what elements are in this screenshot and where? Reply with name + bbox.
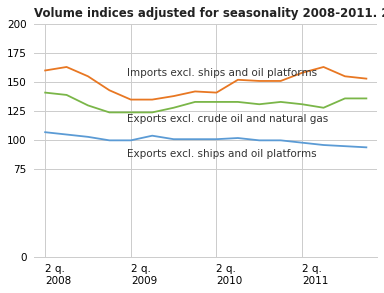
Text: Exports excl. ships and oil platforms: Exports excl. ships and oil platforms [127, 149, 316, 159]
Text: Imports excl. ships and oil platforms: Imports excl. ships and oil platforms [127, 68, 317, 78]
Text: Volume indices adjusted for seasonality 2008-2011. 2000=100: Volume indices adjusted for seasonality … [35, 7, 384, 20]
Text: Exports excl. crude oil and natural gas: Exports excl. crude oil and natural gas [127, 114, 328, 125]
